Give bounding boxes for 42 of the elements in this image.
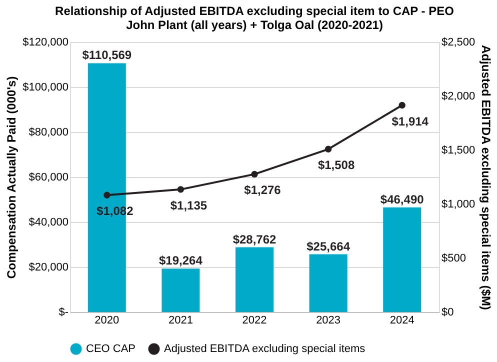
bar bbox=[162, 268, 200, 312]
y-tick-label: $100,000 bbox=[22, 82, 68, 94]
y2-axis-title: Adjusted EBITDA excluding special items ($M) bbox=[479, 45, 494, 310]
x-tick-label: 2022 bbox=[242, 314, 267, 326]
data-label: $28,762 bbox=[232, 232, 277, 246]
y-tick-label: $20,000 bbox=[28, 262, 68, 274]
point bbox=[177, 186, 184, 193]
data-label: $1,135 bbox=[170, 198, 208, 212]
data-label: $1,914 bbox=[392, 114, 429, 128]
data-label: $19,264 bbox=[159, 254, 203, 268]
y2-tick-label: $500 bbox=[442, 252, 466, 264]
y-tick-label: $40,000 bbox=[28, 216, 68, 228]
legend-label: CEO CAP bbox=[86, 343, 136, 355]
y-tick-label: $80,000 bbox=[28, 126, 68, 138]
y-axis-title: Compensation Actually Paid (000's) bbox=[4, 76, 19, 279]
data-label: $110,569 bbox=[82, 48, 132, 62]
point bbox=[104, 192, 110, 198]
x-tick-label: 2021 bbox=[168, 314, 193, 326]
y2-tick-label: $2,500 bbox=[442, 36, 476, 48]
text: John Plant (all years) + Tolga Oal (2020-2021) bbox=[126, 18, 383, 32]
data-label: $1,508 bbox=[318, 158, 355, 172]
text: Relationship of Adjusted EBITDA excluding special item to CAP - PEO bbox=[55, 4, 454, 18]
data-label: $25,664 bbox=[306, 239, 350, 254]
y2-tick-label: $1,500 bbox=[442, 144, 476, 156]
point bbox=[398, 102, 406, 109]
y2-tick-label: $1,000 bbox=[442, 198, 476, 210]
legend-label: Adjusted EBITDA excluding special items bbox=[164, 343, 366, 355]
data-label: $1,276 bbox=[244, 183, 282, 198]
bar bbox=[236, 247, 274, 312]
x-tick-label: 2020 bbox=[94, 314, 120, 326]
x-tick-label: 2024 bbox=[390, 314, 414, 326]
y2-tick-label: $2,000 bbox=[442, 90, 476, 102]
data-label: $46,490 bbox=[380, 192, 424, 206]
bar bbox=[309, 254, 348, 312]
y2-tick-label: $0 bbox=[442, 306, 454, 318]
y-tick-label: $120,000 bbox=[22, 36, 68, 48]
point bbox=[251, 170, 258, 178]
y-tick-label: $- bbox=[58, 306, 69, 318]
point bbox=[324, 146, 332, 152]
bar bbox=[383, 207, 422, 312]
x-tick-label: 2023 bbox=[316, 314, 341, 326]
y-tick-label: $60,000 bbox=[28, 172, 68, 184]
